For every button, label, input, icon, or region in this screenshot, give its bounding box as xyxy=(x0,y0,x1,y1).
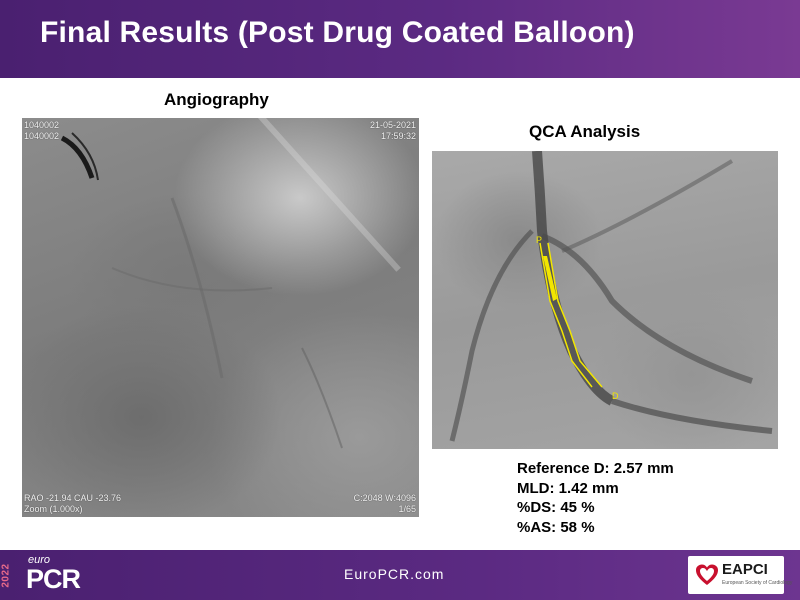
qca-results: Reference D: 2.57 mm MLD: 1.42 mm %DS: 4… xyxy=(517,459,674,537)
heart-icon xyxy=(696,564,718,585)
overlay-top-left: 1040002 1040002 xyxy=(24,120,59,142)
eapci-logo-text: EAPCI xyxy=(722,561,768,578)
vessel-path xyxy=(449,229,534,442)
eapci-logo-subtitle: European Society of Cardiology xyxy=(722,580,793,586)
angiography-vessels xyxy=(60,132,343,449)
slide-title: Final Results (Post Drug Coated Balloon) xyxy=(40,16,635,49)
header-banner: Final Results (Post Drug Coated Balloon) xyxy=(0,0,800,78)
qca-stenosis-fill xyxy=(543,256,557,301)
vessel-path xyxy=(111,267,273,292)
result-as: %AS: 58 % xyxy=(517,518,595,536)
qca-heading: QCA Analysis xyxy=(529,122,641,141)
overlay-id-1: 1040002 xyxy=(24,120,60,130)
angiography-image: 1040002 1040002 21-05-2021 17:59:32 RAO … xyxy=(22,118,419,517)
result-ds: %DS: 45 % xyxy=(517,499,595,516)
qca-trace-left xyxy=(539,242,593,388)
europcr-url-link[interactable]: EuroPCR.com xyxy=(344,566,445,582)
catheter-path xyxy=(71,132,99,181)
qca-image: P D xyxy=(432,151,778,449)
logo-year-text: 2022 xyxy=(0,563,12,588)
vessel-path xyxy=(561,159,734,253)
qca-marker-proximal: P xyxy=(536,235,542,245)
footer-banner: 2022 euro PCR EuroPCR.com EAPCI European… xyxy=(0,550,800,600)
overlay-id-2: 1040002 xyxy=(24,131,60,141)
overlay-bottom-right: C:2048 W:4096 1/65 xyxy=(354,493,416,515)
result-mld: MLD: 1.42 mm xyxy=(517,479,619,497)
overlay-top-right: 21-05-2021 17:59:32 xyxy=(370,120,416,142)
result-reference-d: Reference D: 2.57 mm xyxy=(517,460,674,477)
qca-marker-distal: D xyxy=(612,391,619,401)
overlay-angle: RAO -21.94 CAU -23.76 xyxy=(24,493,122,503)
overlay-date: 21-05-2021 xyxy=(369,120,416,130)
europcr-logo-euro: euro xyxy=(28,554,51,566)
overlay-bottom-left: RAO -21.94 CAU -23.76 Zoom (1.000x) xyxy=(24,493,121,515)
eapci-logo: EAPCI European Society of Cardiology xyxy=(688,556,792,594)
overlay-time: 17:59:32 xyxy=(380,131,416,141)
europcr-logo-pcr: PCR xyxy=(26,564,81,594)
angiography-heading: Angiography xyxy=(164,90,269,109)
vessel-path xyxy=(301,347,343,449)
qca-trace-right xyxy=(547,242,603,388)
vessel-path xyxy=(170,197,224,379)
vessel-path xyxy=(611,398,773,434)
europcr-logo-year: 2022 xyxy=(1,558,18,594)
catheter-path xyxy=(60,135,95,179)
qca-vessels: P D xyxy=(449,151,773,442)
overlay-frame: 1/65 xyxy=(398,504,416,514)
overlay-window: C:2048 W:4096 xyxy=(353,493,416,503)
vessel-path xyxy=(540,233,753,384)
overlay-zoom: Zoom (1.000x) xyxy=(24,504,83,514)
